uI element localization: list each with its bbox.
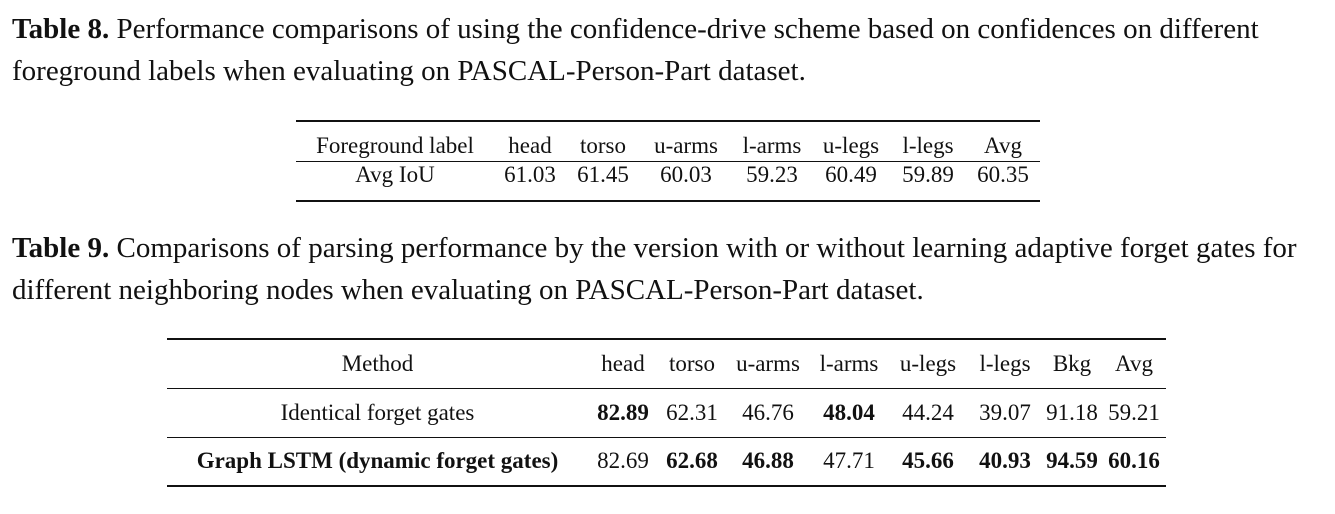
table-9-header: u-legs — [888, 339, 968, 389]
table-8-cell: 60.35 — [977, 161, 1029, 187]
table-9-header-row: Method head torso u-arms l-arms u-legs l… — [167, 339, 1166, 389]
table-8-cell: 60.03 — [660, 161, 712, 187]
table-9-header: Bkg — [1042, 339, 1102, 389]
table-9-cell: 46.88 — [742, 448, 794, 474]
table-8-cell: 61.03 — [504, 161, 556, 187]
table-8-header-row: Foreground label head torso u-arms l-arm… — [296, 121, 1040, 162]
table-row: Avg IoU 61.03 61.45 60.03 59.23 60.49 59… — [296, 161, 1040, 201]
table-9-cell: 62.31 — [658, 388, 726, 438]
table-8-cell: 61.45 — [577, 161, 629, 187]
table-9-cell: 91.18 — [1042, 388, 1102, 438]
table-8-caption: Table 8. Performance comparisons of usin… — [12, 8, 1328, 92]
table-8-cell: Avg IoU — [355, 161, 435, 187]
table-8-header: u-arms — [640, 121, 732, 162]
table-8-header: head — [494, 121, 566, 162]
table-9-cell: 62.68 — [666, 448, 718, 474]
table-8-cell: 60.49 — [825, 161, 877, 187]
table-9-header: u-arms — [726, 339, 810, 389]
table-9-header: l-arms — [810, 339, 888, 389]
table-9-method-cell: Identical forget gates — [167, 388, 588, 438]
table-9-header: head — [588, 339, 658, 389]
table-8-header: l-legs — [890, 121, 966, 162]
table-9-cell: 82.89 — [588, 388, 658, 438]
table-9-cell: 40.93 — [979, 448, 1031, 474]
table-9-caption-label: Table 9. — [12, 232, 110, 264]
table-8-cell: 59.23 — [746, 161, 798, 187]
table-9: Method head torso u-arms l-arms u-legs l… — [167, 338, 1166, 487]
table-9-cell: 47.71 — [823, 448, 875, 474]
table-row: Graph LSTM (dynamic forget gates) 82.69 … — [167, 437, 1166, 486]
table-9-header: Method — [167, 339, 588, 389]
table-8-header: Avg — [966, 121, 1040, 162]
table-9-cell: 39.07 — [968, 388, 1042, 438]
table-8-cell: 59.89 — [902, 161, 954, 187]
table-9-header: l-legs — [968, 339, 1042, 389]
table-8-header: u-legs — [812, 121, 890, 162]
table-9-cell: 44.24 — [888, 388, 968, 438]
table-8: Foreground label head torso u-arms l-arm… — [296, 120, 1040, 202]
table-9-caption: Table 9. Comparisons of parsing performa… — [12, 227, 1328, 311]
table-8-header: torso — [566, 121, 640, 162]
table-8-caption-text: Performance comparisons of using the con… — [12, 13, 1259, 87]
table-8-header: l-arms — [732, 121, 812, 162]
table-9-cell: 60.16 — [1108, 448, 1160, 474]
table-8-header: Foreground label — [296, 121, 494, 162]
table-9-method-cell: Graph LSTM (dynamic forget gates) — [196, 448, 559, 474]
table-9-cell: 46.76 — [726, 388, 810, 438]
table-9-header: torso — [658, 339, 726, 389]
table-9-cell: 48.04 — [810, 388, 888, 438]
table-9-cell: 82.69 — [597, 448, 649, 474]
table-9-cell: 59.21 — [1102, 388, 1166, 438]
table-9-caption-text: Comparisons of parsing performance by th… — [12, 232, 1297, 306]
table-9-cell: 45.66 — [902, 448, 954, 474]
table-row: Identical forget gates 82.89 62.31 46.76… — [167, 388, 1166, 438]
table-8-caption-label: Table 8. — [12, 13, 110, 45]
table-9-cell: 94.59 — [1046, 448, 1098, 474]
table-9-header: Avg — [1102, 339, 1166, 389]
